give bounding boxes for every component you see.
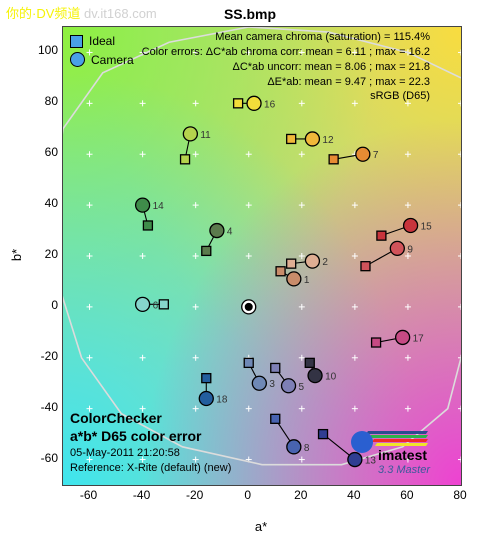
svg-text:7: 7 <box>373 150 379 161</box>
legend-camera-label: Camera <box>91 53 134 67</box>
xtick: 0 <box>236 488 260 502</box>
svg-text:imatest: imatest <box>378 447 427 463</box>
legend-ideal: Ideal <box>70 34 134 48</box>
footer-subtitle: a*b* D65 color error <box>70 427 231 446</box>
xtick: 60 <box>395 488 419 502</box>
ytick: 0 <box>28 298 58 312</box>
svg-text:17: 17 <box>413 333 425 344</box>
stat-c-uncorr: ΔC*ab uncorr: mean = 8.06 ; max = 21.8 <box>142 60 430 75</box>
stat-c-corr: Color errors: ΔC*ab chroma corr: mean = … <box>142 45 430 60</box>
circle-icon <box>70 52 85 67</box>
svg-text:12: 12 <box>322 135 334 146</box>
svg-text:1: 1 <box>304 275 310 286</box>
square-icon <box>70 35 83 48</box>
xtick: -60 <box>77 488 101 502</box>
svg-text:3: 3 <box>269 379 275 390</box>
footer-title: ColorChecker <box>70 409 231 428</box>
chart-title: SS.bmp <box>0 6 500 22</box>
legend-ideal-label: Ideal <box>89 34 115 48</box>
ytick: -60 <box>28 451 58 465</box>
xtick: 80 <box>448 488 472 502</box>
svg-text:18: 18 <box>216 394 228 405</box>
stat-e: ΔE*ab: mean = 9.47 ; max = 22.3 <box>142 75 430 90</box>
ytick: -40 <box>28 400 58 414</box>
xtick: 20 <box>289 488 313 502</box>
xtick: -20 <box>183 488 207 502</box>
svg-text:15: 15 <box>421 221 433 232</box>
ytick: 20 <box>28 247 58 261</box>
svg-text:4: 4 <box>227 227 233 238</box>
svg-text:2: 2 <box>322 257 328 268</box>
ytick: -20 <box>28 349 58 363</box>
legend: Ideal Camera <box>70 34 134 71</box>
svg-text:9: 9 <box>407 244 413 255</box>
x-axis-label: a* <box>62 519 460 534</box>
svg-text:6: 6 <box>153 300 159 311</box>
xtick: 40 <box>342 488 366 502</box>
xtick: -40 <box>130 488 154 502</box>
footer-date: 05-May-2011 21:20:58 <box>70 446 231 461</box>
ytick: 60 <box>28 145 58 159</box>
ytick: 80 <box>28 94 58 108</box>
svg-text:11: 11 <box>200 130 211 141</box>
ytick: 100 <box>28 43 58 57</box>
svg-text:14: 14 <box>153 201 165 212</box>
footer-block: ColorChecker a*b* D65 color error 05-May… <box>70 409 231 476</box>
ytick: 40 <box>28 196 58 210</box>
imatest-logo: imatest 3.3 Master <box>348 428 430 476</box>
stat-srgb: sRGB (D65) <box>142 89 430 104</box>
stats-block: Mean camera chroma (saturation) = 115.4%… <box>142 30 430 104</box>
logo-icon: imatest <box>348 428 430 464</box>
svg-text:8: 8 <box>304 443 310 454</box>
legend-camera: Camera <box>70 52 134 67</box>
stat-sat: Mean camera chroma (saturation) = 115.4% <box>142 30 430 45</box>
svg-text:5: 5 <box>299 382 305 393</box>
imatest-version: 3.3 Master <box>348 464 430 476</box>
footer-ref: Reference: X-Rite (default) (new) <box>70 461 231 476</box>
svg-text:10: 10 <box>325 372 337 383</box>
